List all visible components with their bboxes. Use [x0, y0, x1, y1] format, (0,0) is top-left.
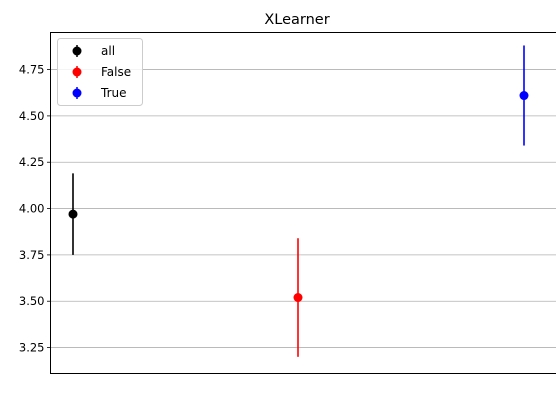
legend-marker: [72, 88, 82, 98]
legend-label: all: [101, 44, 115, 58]
legend-marker: [72, 46, 82, 56]
grid-lines: [50, 69, 556, 348]
y-tick-label: 4.25: [19, 155, 45, 169]
legend-label: True: [100, 86, 127, 100]
point-false: [293, 293, 303, 303]
legend: all False True: [57, 38, 143, 106]
data-series: [68, 45, 529, 357]
y-tick-label: 3.25: [19, 341, 45, 355]
y-tick-label: 4.75: [19, 63, 45, 77]
y-axis: 3.25 3.50 3.75 4.00 4.25 4.50 4.75: [19, 63, 51, 355]
legend-marker: [72, 67, 82, 77]
legend-label: False: [101, 65, 131, 79]
y-tick-label: 4.00: [19, 202, 45, 216]
point-true: [519, 91, 529, 101]
y-tick-label: 3.50: [19, 294, 45, 308]
y-tick-label: 4.50: [19, 109, 45, 123]
plot-frame: [50, 32, 556, 374]
legend-box: [57, 38, 143, 106]
point-all: [68, 209, 78, 219]
y-tick-label: 3.75: [19, 248, 45, 262]
chart-title: XLearner: [264, 12, 329, 28]
